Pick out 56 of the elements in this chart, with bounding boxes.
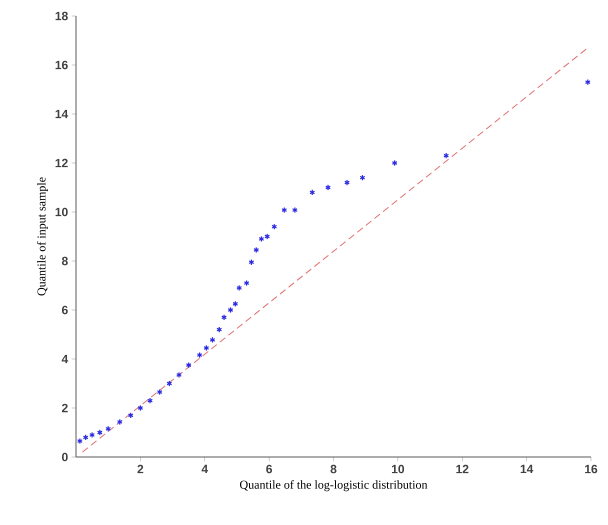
point xyxy=(166,380,172,387)
point xyxy=(228,306,234,314)
point xyxy=(584,78,591,86)
y-tick-label: 14 xyxy=(56,110,68,118)
point xyxy=(344,179,350,186)
point xyxy=(236,284,242,292)
point xyxy=(156,388,163,396)
point xyxy=(176,372,182,378)
point xyxy=(77,438,83,444)
y-tick-label: 0 xyxy=(62,452,68,462)
point xyxy=(232,300,238,308)
y-tick-label: 18 xyxy=(56,12,68,20)
point xyxy=(116,418,123,426)
point xyxy=(244,280,250,286)
y-tick-label: 2 xyxy=(62,404,68,412)
point xyxy=(281,206,288,214)
y-tick-label: 8 xyxy=(62,256,68,266)
point xyxy=(196,352,202,358)
point xyxy=(360,174,366,181)
point xyxy=(258,236,264,242)
x-tick-label: 6 xyxy=(266,464,272,474)
point xyxy=(264,233,270,240)
y-tick-label: 4 xyxy=(62,354,68,364)
x-tick-label: 16 xyxy=(585,464,598,474)
point xyxy=(292,206,298,214)
y-tick-label: 16 xyxy=(56,60,68,70)
point xyxy=(248,259,254,266)
point xyxy=(392,160,398,166)
point xyxy=(271,224,278,230)
point xyxy=(210,336,216,344)
point xyxy=(96,429,103,436)
point xyxy=(128,412,134,419)
x-tick-label: 12 xyxy=(456,464,468,474)
point xyxy=(221,314,227,321)
point xyxy=(138,404,144,412)
point xyxy=(325,184,331,191)
point xyxy=(204,344,210,352)
point xyxy=(253,246,260,254)
point xyxy=(105,426,112,432)
y-tick-label: 6 xyxy=(62,306,68,314)
x-tick-label: 2 xyxy=(137,464,144,474)
point xyxy=(89,432,95,438)
point xyxy=(186,362,192,368)
point xyxy=(309,189,316,196)
y-tick-label: 12 xyxy=(56,158,68,168)
y-tick-label: 10 xyxy=(56,208,68,216)
point xyxy=(82,434,89,441)
point xyxy=(147,397,153,404)
point xyxy=(443,152,450,159)
y-axis-title: Quantile of input sample xyxy=(36,177,48,296)
point xyxy=(216,326,222,333)
x-axis-title: Quantile of the log-logistic distribution xyxy=(240,480,428,492)
x-tick-label: 14 xyxy=(520,464,534,474)
x-tick-label: 8 xyxy=(330,464,336,474)
x-tick-label: 4 xyxy=(202,464,208,474)
x-tick-label: 10 xyxy=(392,464,404,474)
